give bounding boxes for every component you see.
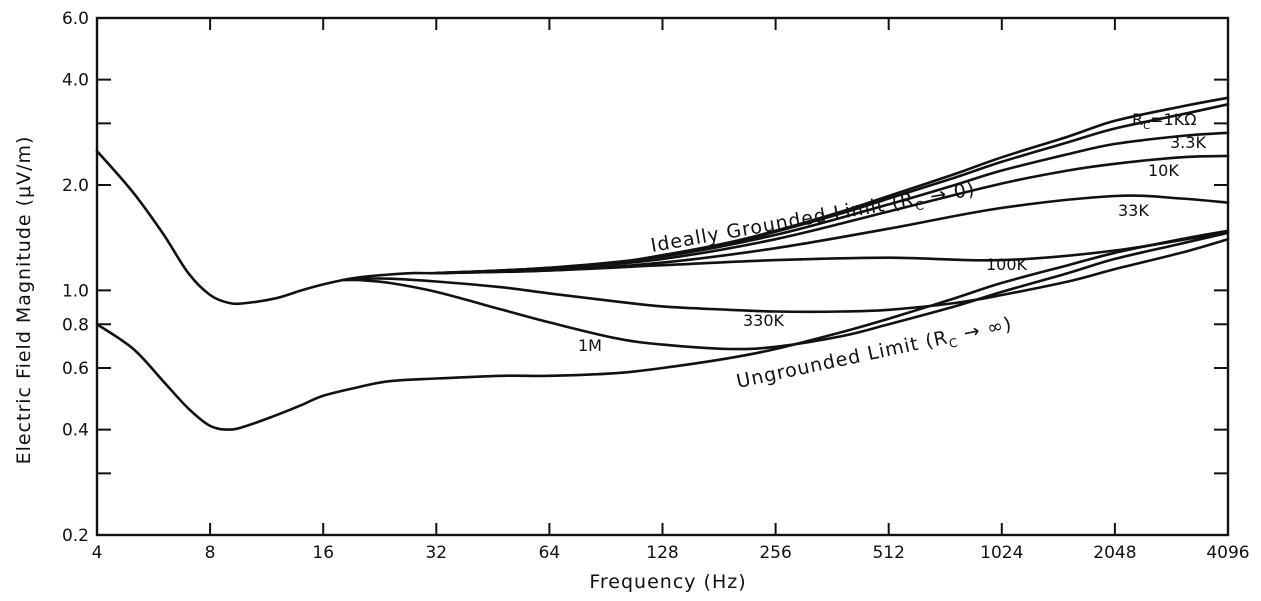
x-tick-label: 256 [759,543,791,563]
x-tick-label: 16 [312,543,334,563]
series-line-3 [435,154,1230,275]
y-tick-label: 0.2 [62,526,89,546]
x-tick-label: 2048 [1093,543,1136,563]
series-label-3-3k: 3.3K [1170,133,1206,152]
series-line-8 [95,229,1230,431]
series-label-1k: RC=1KΩ [1132,110,1196,132]
series-label-10k: 10K [1148,161,1179,180]
x-tick-label: 8 [205,543,216,563]
x-tick-label: 32 [425,543,447,563]
x-tick-labels: 4 8 16 32 64 128 256 512 1024 2048 4096 [92,543,1250,563]
series-label-ideally-grounded: Ideally Grounded Limit (RC → 0) [649,178,978,260]
series-label-100k: 100K [986,255,1028,274]
series-lines [95,96,1230,431]
y-tick-labels: 0.2 0.4 0.6 0.8 1.0 2.0 4.0 6.0 [62,9,89,546]
y-tick-label: 0.6 [62,359,89,379]
series-line-2 [435,131,1230,275]
x-axis-title: Frequency (Hz) [589,571,746,593]
series-line-7 [341,231,1230,351]
series-label-330k: 330K [743,311,785,330]
x-tick-label: 64 [539,543,561,563]
series-label-33k: 33K [1118,201,1149,220]
y-tick-label: 2.0 [62,176,89,196]
series-line-6 [358,237,1230,314]
y-tick-label: 0.8 [62,315,89,335]
plot-frame [95,16,1230,537]
y-tick-label: 6.0 [62,9,89,29]
y-tick-label: 1.0 [62,281,89,301]
y-tick-label: 4.0 [62,71,89,91]
series-line-1 [435,103,1230,275]
series-line-5 [435,230,1230,275]
x-tick-label: 4 [92,543,103,563]
x-tick-label: 1024 [980,543,1023,563]
y-axis-title: Electric Field Magnitude (μV/m) [13,136,35,465]
series-label-1m: 1M [578,336,602,355]
x-tick-label: 512 [872,543,904,563]
x-tick-label: 4096 [1206,543,1249,563]
y-tick-label: 0.4 [62,421,89,441]
x-tick-label: 128 [646,543,678,563]
